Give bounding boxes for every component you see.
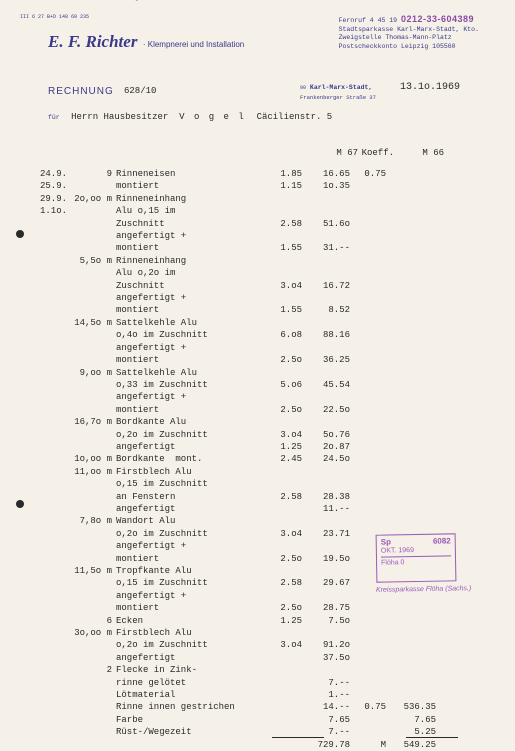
table-row: an Fenstern2.5828.38 bbox=[40, 491, 436, 503]
stamp-floha: Flöha 0 bbox=[381, 558, 451, 566]
column-headers: M 67Koeff.M 66 bbox=[48, 148, 444, 158]
table-row: Farbe7.657.65 bbox=[40, 714, 436, 726]
recipient-addr: Cäcilienstr. 5 bbox=[257, 112, 333, 122]
table-row: Lötmaterial1.-- bbox=[40, 689, 436, 701]
city-name: Karl-Marx-Stadt, bbox=[310, 84, 372, 91]
footer-box: Handwerker-Rechnung Zahlbar innerhalb 15… bbox=[100, 0, 199, 2]
table-row: Rinne innen gestrichen14.--0.75536.35 bbox=[40, 701, 436, 713]
city-line: 90 Karl-Marx-Stadt, bbox=[300, 84, 372, 91]
table-row: 24.9.9Rinneneisen1.8516.650.75 bbox=[40, 168, 436, 180]
sum-rule-2 bbox=[406, 737, 458, 738]
punch-hole-icon bbox=[16, 500, 24, 508]
invoice-page: E. F. Richter · Klempnerei und Installat… bbox=[0, 0, 515, 28]
recipient-name: V o g e l bbox=[179, 112, 246, 122]
city-code: 90 bbox=[300, 85, 306, 91]
invoice-number: 628/10 bbox=[124, 86, 156, 96]
company-name: E. F. Richter bbox=[48, 32, 137, 51]
letterhead-right: Fernruf 4 45 19 0212-33-604389 Stadtspar… bbox=[339, 14, 479, 51]
line-items: 24.9.9Rinneneisen1.8516.650.7525.9.monti… bbox=[40, 168, 436, 751]
hdr-m66: M 66 bbox=[394, 148, 444, 158]
table-row: angefertigt1.252o.87 bbox=[40, 441, 436, 453]
table-row: 2Flecke in Zink- bbox=[40, 664, 436, 676]
recipient-prefix: Herrn Hausbesitzer bbox=[71, 112, 168, 122]
stamp-date: OKT. 1969 bbox=[381, 546, 451, 554]
table-row: montiert2.5o22.5o bbox=[40, 404, 436, 416]
table-row: 14,5o mSattelkehle Alu bbox=[40, 317, 436, 329]
fernruf-label: Fernruf 4 45 19 bbox=[339, 17, 398, 24]
recipient-line: für Herrn Hausbesitzer V o g e l Cäcilie… bbox=[48, 112, 332, 122]
table-row: 11,oo mFirstblech Alu bbox=[40, 466, 436, 478]
table-row: o,33 im Zuschnitt5.o645.54 bbox=[40, 379, 436, 391]
table-row: o,4o im Zuschnitt6.o888.16 bbox=[40, 329, 436, 341]
hdr-koeff: Koeff. bbox=[358, 148, 394, 158]
bank-line-2: Zweigstelle Thomas-Mann-Platz bbox=[339, 34, 452, 41]
bank-line-3: Postscheckkonto Leipzig 105560 bbox=[339, 43, 456, 50]
street: Frankenberger Straße 37 bbox=[300, 94, 376, 101]
invoice-label: RECHNUNG bbox=[48, 86, 114, 97]
table-row: Alu o,2o im bbox=[40, 267, 436, 279]
table-row: angefertigt + bbox=[40, 230, 436, 242]
table-row: rinne gelötet7.-- bbox=[40, 677, 436, 689]
bank-line-1: Stadtsparkasse Karl-Marx-Stadt, Kto. bbox=[339, 26, 479, 33]
table-row: 1.1o.Alu o,15 im bbox=[40, 205, 436, 217]
hdr-m67: M 67 bbox=[310, 148, 358, 158]
table-row: montiert2.5o36.25 bbox=[40, 354, 436, 366]
table-row: Zuschnitt3.o416.72 bbox=[40, 280, 436, 292]
table-row: o,2o im Zuschnitt3.o491.2o bbox=[40, 639, 436, 651]
table-row: angefertigt + bbox=[40, 342, 436, 354]
letterhead-left: E. F. Richter · Klempnerei und Installat… bbox=[48, 32, 244, 52]
table-row: angefertigt11.-- bbox=[40, 503, 436, 515]
stamp-bank: Kreissparkasse Flöha (Sachs.) bbox=[376, 585, 471, 594]
invoice-date: 13.1o.1969 bbox=[400, 82, 460, 93]
form-number: III 6 27 B+D 148 60 235 bbox=[20, 14, 89, 20]
table-row: angefertigt + bbox=[40, 292, 436, 304]
table-row: angefertigt + bbox=[40, 391, 436, 403]
phone-stamp: 0212-33-604389 bbox=[401, 14, 474, 24]
table-row: 7,8o mWandort Alu bbox=[40, 515, 436, 527]
table-row: 5,5o mRinneneinhang bbox=[40, 255, 436, 267]
table-row: 25.9.montiert1.151o.35 bbox=[40, 180, 436, 192]
table-row: 729.78M549.25 bbox=[40, 739, 436, 751]
table-row: angefertigt37.5o bbox=[40, 652, 436, 664]
table-row: 1o,oo mBordkante mont.2.4524.5o bbox=[40, 453, 436, 465]
punch-hole-icon bbox=[16, 230, 24, 238]
sum-rule-1 bbox=[272, 737, 324, 738]
stamp-sp: Sp bbox=[381, 537, 391, 546]
table-row: o,15 im Zuschnitt bbox=[40, 478, 436, 490]
stamp-num: 6082 bbox=[433, 536, 451, 545]
table-row: 16,7o mBordkante Alu bbox=[40, 416, 436, 428]
company-subtitle: · Klempnerei und Installation bbox=[143, 40, 244, 49]
table-row: 9,oo mSattelkehle Alu bbox=[40, 367, 436, 379]
table-row: Rüst-/Wegezeit7.--5.25 bbox=[40, 726, 436, 738]
table-row: 29.9.2o,oo mRinneneinhang bbox=[40, 193, 436, 205]
receipt-stamp: Sp 6082 OKT. 1969 Flöha 0 bbox=[376, 533, 457, 582]
table-row: montiert1.558.52 bbox=[40, 304, 436, 316]
fur-label: für bbox=[48, 114, 60, 121]
table-row: 6Ecken1.257.5o bbox=[40, 615, 436, 627]
footer-line-2: ab Rechnungsdatum bbox=[100, 0, 199, 2]
table-row: o,2o im Zuschnitt3.o45o.76 bbox=[40, 429, 436, 441]
table-row: montiert2.5o28.75 bbox=[40, 602, 436, 614]
table-row: Zuschnitt2.5851.6o bbox=[40, 218, 436, 230]
table-row: 3o,oo mFirstblech Alu bbox=[40, 627, 436, 639]
table-row: montiert1.5531.-- bbox=[40, 242, 436, 254]
